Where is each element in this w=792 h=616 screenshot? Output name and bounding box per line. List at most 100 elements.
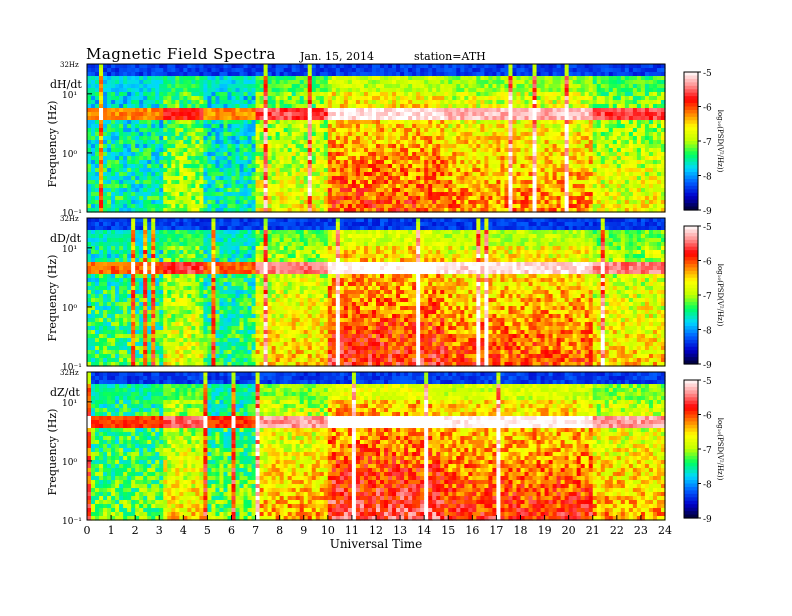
heatmap-cell bbox=[291, 120, 297, 125]
heatmap-cell bbox=[392, 156, 397, 161]
heatmap-cell bbox=[199, 104, 204, 109]
heatmap-cell bbox=[408, 144, 413, 149]
heatmap-cell bbox=[588, 64, 594, 69]
heatmap-cell bbox=[307, 164, 313, 169]
heatmap-cell bbox=[604, 156, 610, 161]
heatmap-cell bbox=[416, 100, 421, 105]
heatmap-cell bbox=[355, 80, 361, 85]
heatmap-cell bbox=[532, 64, 538, 69]
heatmap-cell bbox=[380, 96, 385, 101]
heatmap-cell bbox=[624, 200, 630, 205]
heatmap-cell bbox=[580, 208, 586, 213]
heatmap-cell bbox=[472, 108, 477, 113]
heatmap-cell bbox=[319, 68, 325, 73]
heatmap-cell bbox=[355, 172, 361, 177]
heatmap-cell bbox=[211, 156, 217, 161]
heatmap-cell bbox=[504, 88, 510, 93]
heatmap-cell bbox=[388, 196, 393, 201]
heatmap-cell bbox=[107, 100, 112, 105]
heatmap-cell bbox=[347, 168, 353, 173]
heatmap-cell bbox=[271, 68, 277, 73]
heatmap-cell bbox=[524, 120, 530, 125]
heatmap-cell bbox=[139, 64, 144, 69]
heatmap-cell bbox=[580, 72, 586, 77]
heatmap-cell bbox=[203, 124, 209, 129]
heatmap-cell bbox=[380, 116, 385, 121]
heatmap-cell bbox=[428, 80, 433, 85]
heatmap-cell bbox=[315, 200, 321, 205]
heatmap-cell bbox=[608, 168, 614, 173]
heatmap-cell bbox=[355, 144, 361, 149]
heatmap-cell bbox=[351, 136, 357, 141]
heatmap-cell bbox=[243, 80, 249, 85]
heatmap-cell bbox=[119, 128, 124, 133]
heatmap-cell bbox=[307, 112, 313, 117]
heatmap-cell bbox=[540, 152, 546, 157]
heatmap-cell bbox=[227, 116, 233, 121]
heatmap-cell bbox=[408, 140, 413, 145]
heatmap-cell bbox=[400, 116, 405, 121]
heatmap-cell bbox=[500, 104, 506, 109]
heatmap-cell bbox=[432, 132, 437, 137]
heatmap-cell bbox=[143, 156, 148, 161]
heatmap-cell bbox=[532, 188, 538, 193]
heatmap-cell bbox=[468, 120, 473, 125]
heatmap-cell bbox=[223, 140, 229, 145]
heatmap-cell bbox=[359, 96, 365, 101]
heatmap-cell bbox=[576, 96, 582, 101]
heatmap-cell bbox=[564, 200, 570, 205]
heatmap-cell bbox=[271, 184, 277, 189]
heatmap-cell bbox=[544, 148, 550, 153]
heatmap-cell bbox=[412, 112, 417, 117]
heatmap-cell bbox=[420, 92, 425, 97]
heatmap-cell bbox=[367, 72, 373, 77]
heatmap-cell bbox=[143, 192, 148, 197]
heatmap-cell bbox=[424, 128, 429, 133]
heatmap-cell bbox=[612, 104, 618, 109]
heatmap-cell bbox=[167, 180, 172, 185]
heatmap-cell bbox=[528, 96, 534, 101]
heatmap-cell bbox=[492, 104, 498, 109]
heatmap-cell bbox=[95, 204, 100, 209]
heatmap-cell bbox=[119, 120, 124, 125]
heatmap-cell bbox=[416, 184, 421, 189]
heatmap-cell bbox=[203, 68, 209, 73]
heatmap-cell bbox=[371, 180, 377, 185]
heatmap-cell bbox=[428, 172, 433, 177]
heatmap-cell bbox=[420, 68, 425, 73]
heatmap-cell bbox=[396, 88, 401, 93]
heatmap-cell bbox=[548, 88, 554, 93]
heatmap-cell bbox=[247, 172, 253, 177]
heatmap-cell bbox=[380, 72, 385, 77]
heatmap-cell bbox=[199, 100, 204, 105]
heatmap-cell bbox=[367, 92, 373, 97]
heatmap-cell bbox=[592, 84, 598, 89]
heatmap-cell bbox=[363, 64, 369, 69]
heatmap-cell bbox=[343, 152, 349, 157]
heatmap-cell bbox=[500, 180, 506, 185]
heatmap-cell bbox=[191, 120, 196, 125]
heatmap-cell bbox=[600, 104, 606, 109]
heatmap-cell bbox=[147, 72, 152, 77]
heatmap-cell bbox=[179, 208, 184, 213]
heatmap-cell bbox=[331, 204, 337, 209]
heatmap-cell bbox=[440, 112, 445, 117]
heatmap-cell bbox=[87, 88, 92, 93]
heatmap-cell bbox=[339, 132, 345, 137]
heatmap-cell bbox=[227, 100, 233, 105]
heatmap-cell bbox=[335, 144, 341, 149]
heatmap-cell bbox=[251, 96, 257, 101]
heatmap-cell bbox=[355, 116, 361, 121]
heatmap-cell bbox=[215, 128, 221, 133]
heatmap-cell bbox=[548, 148, 554, 153]
heatmap-cell bbox=[448, 84, 453, 89]
heatmap-cell bbox=[355, 132, 361, 137]
heatmap-cell bbox=[428, 120, 433, 125]
heatmap-cell bbox=[283, 136, 289, 141]
heatmap-cell bbox=[363, 196, 369, 201]
heatmap-cell bbox=[307, 116, 313, 121]
heatmap-cell bbox=[115, 124, 120, 129]
heatmap-cell bbox=[167, 200, 172, 205]
heatmap-cell bbox=[299, 188, 305, 193]
heatmap-cell bbox=[323, 160, 329, 165]
